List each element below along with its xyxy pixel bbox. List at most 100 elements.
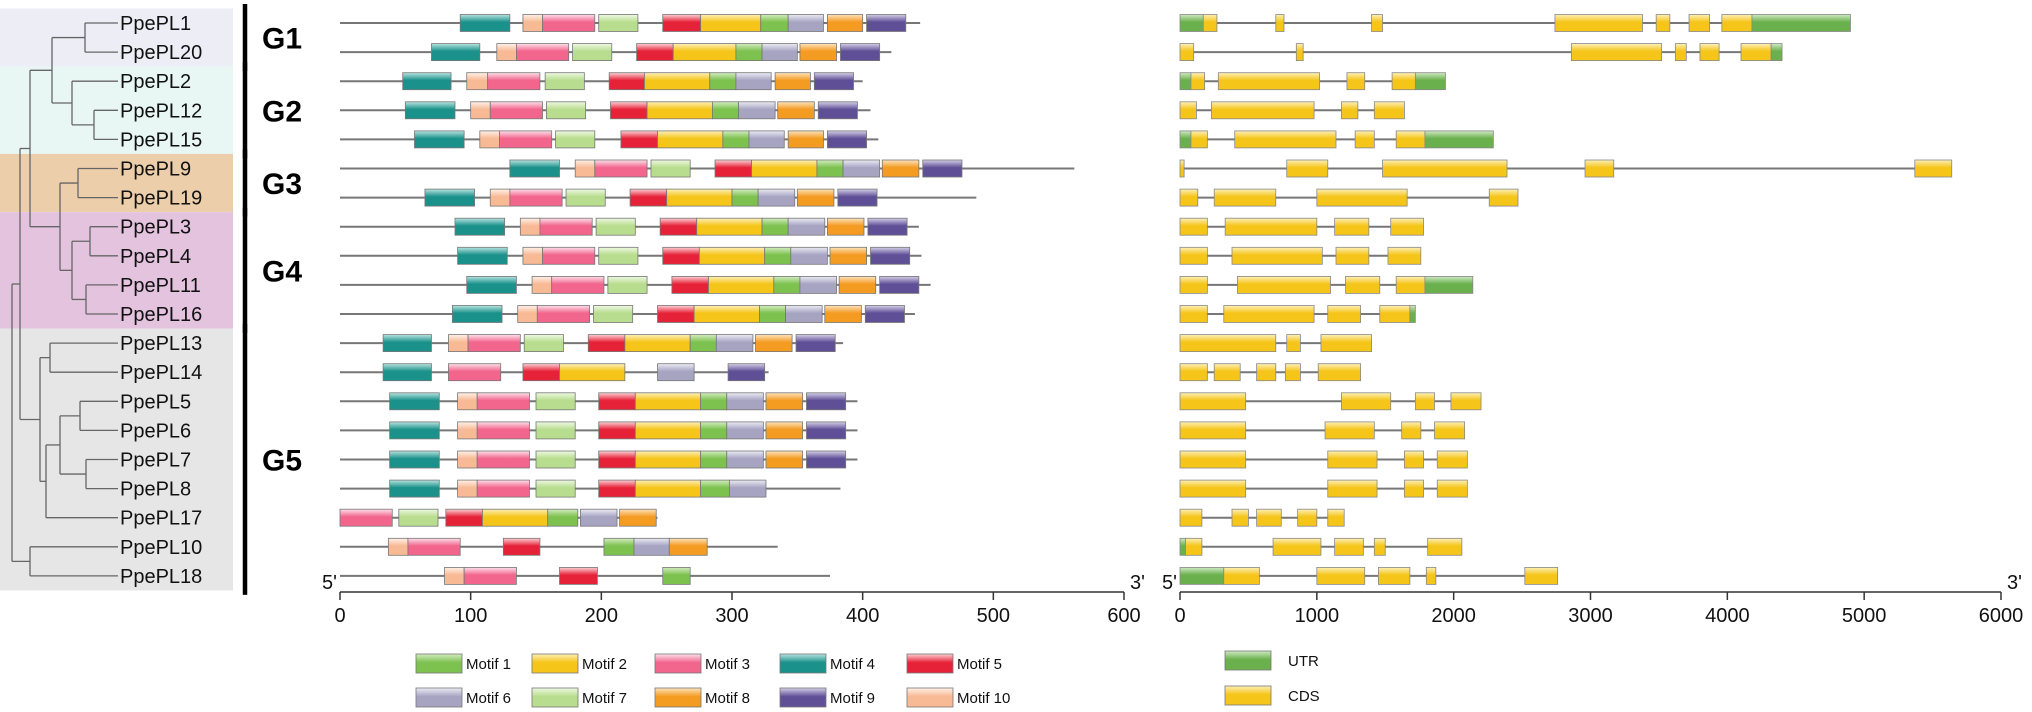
gene-label: PpePL18 — [120, 566, 202, 588]
motif-5-box — [629, 188, 668, 207]
motif-10-box — [496, 43, 517, 61]
group-label: G1 — [262, 23, 302, 56]
motif-10-box — [457, 421, 478, 440]
cds-box — [1179, 101, 1197, 120]
motif-8-box — [619, 508, 657, 527]
motif-10-box — [519, 217, 541, 236]
motif-6-box — [799, 275, 837, 294]
motif-9-box — [866, 14, 907, 32]
cds-box — [1211, 101, 1315, 120]
cds-box — [1275, 14, 1285, 32]
utr-box — [1179, 72, 1192, 91]
motif-10-box — [387, 537, 409, 556]
cds-box — [1217, 72, 1320, 91]
group-band-g3 — [0, 153, 233, 213]
motif-5-box — [608, 72, 645, 91]
cds-box — [1179, 217, 1208, 236]
cds-box — [1223, 305, 1315, 323]
cds-box — [1335, 246, 1370, 265]
motif-7-box — [598, 14, 639, 32]
cds-box — [1434, 421, 1466, 440]
motif-2-box — [657, 130, 724, 149]
legend-motif-10-label: Motif 10 — [957, 690, 1010, 707]
cds-box — [1346, 72, 1366, 91]
cds-box — [1674, 43, 1687, 61]
group-band-g1 — [0, 8, 233, 67]
motif-5-box — [502, 537, 541, 556]
legend-motif-4-swatch — [779, 653, 827, 674]
motif-3-box — [476, 421, 530, 440]
motif-2-box — [700, 14, 762, 32]
cds-box — [1401, 421, 1422, 440]
motif-4-box — [382, 363, 432, 382]
gene-label: PpePL12 — [120, 100, 202, 122]
motif-7-box — [650, 159, 691, 178]
motif-7-box — [535, 450, 576, 469]
cds-box — [1382, 159, 1508, 178]
cds-box — [1387, 246, 1422, 265]
motif-8-box — [774, 72, 811, 91]
legend-motif-1-label: Motif 1 — [466, 656, 511, 673]
cds-box — [1190, 130, 1208, 149]
cds-box — [1272, 537, 1322, 556]
gene-label: PpePL15 — [120, 129, 202, 151]
cds-box — [1202, 14, 1218, 32]
motif-7-box — [523, 334, 564, 353]
cds-box — [1450, 392, 1482, 411]
motif-9-box — [870, 246, 911, 265]
motif-4-box — [414, 130, 465, 149]
utr-box — [1179, 130, 1192, 149]
motif-8-box — [755, 334, 793, 353]
motif-6-box — [785, 305, 823, 323]
motif-1-box — [731, 188, 759, 207]
gene-label: PpePL20 — [120, 42, 202, 64]
cds-box — [1256, 363, 1277, 382]
motif-7-box — [607, 275, 648, 294]
gene-label: PpePL11 — [120, 275, 201, 297]
motif-6-box — [657, 363, 695, 382]
cds-box — [1334, 537, 1364, 556]
cds-box — [1213, 363, 1241, 382]
motif-7-box — [398, 508, 439, 527]
motif-10-box — [470, 101, 491, 120]
gene-label: PpePL14 — [120, 362, 202, 384]
motif-8-box — [668, 537, 708, 556]
gene-label: PpePL10 — [120, 537, 202, 559]
gene-label: PpePL6 — [120, 420, 191, 442]
legend-motif-2-swatch — [531, 653, 579, 674]
motif-10-box — [457, 392, 478, 411]
legend: Motif 1 Motif 2 Motif 3 Motif 4 Motif 5 Motif… — [415, 650, 1320, 708]
group-band-g4 — [0, 212, 233, 329]
cds-box — [1373, 101, 1405, 120]
motif-9-box — [879, 275, 920, 294]
cds-box — [1320, 334, 1372, 353]
motif-panel — [339, 14, 1075, 585]
cds-box — [1378, 567, 1411, 585]
motif-4-box — [382, 334, 432, 353]
motif-8-box — [826, 217, 865, 236]
structure-axis: 0 1000 2000 3000 4000 5000 6000 5' 3' — [1162, 572, 2023, 627]
motif-5-box — [671, 275, 709, 294]
motif-9-box — [795, 334, 836, 353]
motif-axis: 0 100 200 300 400 500 600 5' 3' — [322, 572, 1145, 627]
motif-1-box — [764, 246, 792, 265]
motif-3-box — [487, 72, 541, 91]
gene-label: PpePL2 — [120, 71, 191, 93]
legend-motif-2-label: Motif 2 — [582, 656, 627, 673]
gene-label: PpePL17 — [120, 508, 202, 530]
motif-10-box — [522, 246, 543, 265]
cds-box — [1286, 159, 1329, 178]
motif-6-box — [580, 508, 618, 527]
motif-3-box — [476, 392, 530, 411]
motif-7-box — [593, 305, 634, 323]
motif-3-box — [476, 450, 530, 469]
motif-8-box — [796, 188, 835, 207]
motif-2-box — [634, 392, 702, 411]
legend-motif-10-swatch — [906, 687, 954, 708]
gene-label: PpePL13 — [120, 333, 202, 355]
motif-6-box — [735, 72, 772, 91]
motif-6-box — [787, 217, 826, 236]
cds-box — [1317, 363, 1362, 382]
cds-box — [1721, 14, 1753, 32]
motif-1-box — [700, 421, 728, 440]
